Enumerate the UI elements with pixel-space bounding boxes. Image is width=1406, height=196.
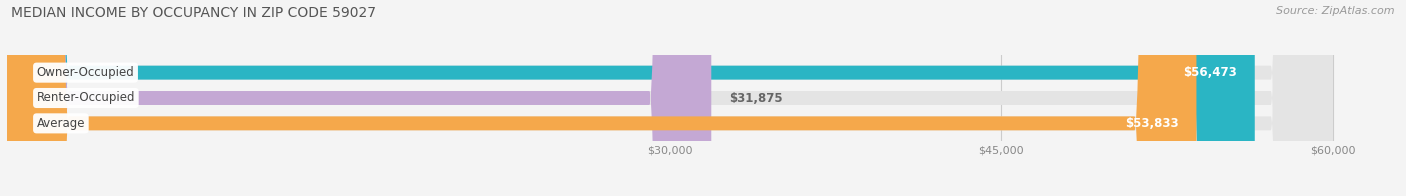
FancyBboxPatch shape <box>7 0 711 196</box>
FancyBboxPatch shape <box>7 0 1254 196</box>
FancyBboxPatch shape <box>7 0 1333 196</box>
Text: Average: Average <box>37 117 86 130</box>
Text: $31,875: $31,875 <box>728 92 783 104</box>
Text: $56,473: $56,473 <box>1184 66 1237 79</box>
FancyBboxPatch shape <box>7 0 1333 196</box>
Text: MEDIAN INCOME BY OCCUPANCY IN ZIP CODE 59027: MEDIAN INCOME BY OCCUPANCY IN ZIP CODE 5… <box>11 6 377 20</box>
Text: Source: ZipAtlas.com: Source: ZipAtlas.com <box>1277 6 1395 16</box>
Text: $53,833: $53,833 <box>1125 117 1178 130</box>
Text: Renter-Occupied: Renter-Occupied <box>37 92 135 104</box>
Text: Owner-Occupied: Owner-Occupied <box>37 66 135 79</box>
FancyBboxPatch shape <box>7 0 1197 196</box>
FancyBboxPatch shape <box>7 0 1333 196</box>
